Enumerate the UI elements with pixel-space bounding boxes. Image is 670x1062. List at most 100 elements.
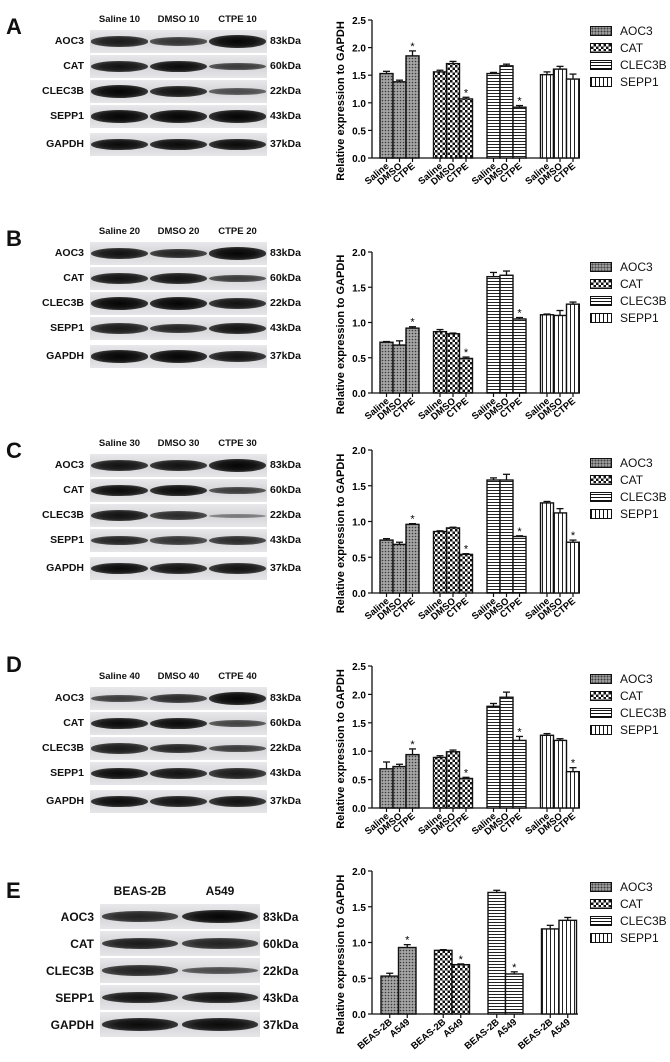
protein-band <box>182 909 258 924</box>
protein-band <box>91 61 148 72</box>
protein-band <box>150 110 207 123</box>
legend-label: AOC3 <box>620 23 653 38</box>
molecular-weight-label: 37kDa <box>263 1017 299 1032</box>
significance-star: * <box>571 758 576 770</box>
bar-chart: Relative expression to GAPDH 0.0 0.5 1.0 1.5… <box>335 16 581 188</box>
protein-band <box>150 743 207 754</box>
bar-clec3b-ctpe <box>512 106 527 159</box>
protein-band <box>150 484 207 497</box>
panel-letter: C <box>6 438 22 463</box>
legend-item-clec3b: CLEC3B <box>590 56 667 73</box>
protein-band <box>150 138 207 151</box>
significance-star: * <box>517 308 522 320</box>
protein-band <box>209 459 266 472</box>
bar-cat-ctpe <box>458 98 474 159</box>
protein-label-cat: CAT <box>63 59 84 72</box>
legend-label: AOC3 <box>620 455 653 470</box>
protein-label-gapdh: GAPDH <box>46 137 84 150</box>
chart-legend: AOC3 CAT CLEC3B SEPP1 <box>590 454 667 522</box>
protein-band <box>150 536 207 545</box>
protein-label-clec3b: CLEC3B <box>45 963 94 978</box>
legend-label: CLEC3B <box>620 489 667 504</box>
panel-letter: A <box>6 14 22 39</box>
protein-label-aoc3: AOC3 <box>54 34 84 47</box>
legend-swatch-icon <box>590 724 612 735</box>
protein-label-sepp1: SEPP1 <box>50 766 84 779</box>
protein-band <box>150 297 207 310</box>
protein-band <box>150 717 207 730</box>
molecular-weight-label: 22kDa <box>270 296 301 309</box>
bar-cat-a549 <box>451 963 471 1015</box>
y-tick-label: 1.5 <box>352 903 366 914</box>
molecular-weight-label: 37kDa <box>270 137 301 150</box>
bar-sepp1-dmso <box>552 68 568 159</box>
legend-swatch-icon <box>590 491 612 502</box>
significance-star: * <box>517 526 522 538</box>
molecular-weight-label: 83kDa <box>270 34 301 47</box>
bar-chart-a: Relative expression to GAPDH 0.0 0.5 1.0 1.5… <box>330 0 581 213</box>
molecular-weight-label: 60kDa <box>270 716 301 729</box>
protein-band <box>150 350 207 363</box>
bar-chart: Relative expression to GAPDH 0.0 0.5 1.0 1.5… <box>335 446 581 623</box>
lane-header: A549 <box>205 884 235 898</box>
legend-swatch-icon <box>590 457 612 468</box>
x-tick-label: A549 <box>388 1017 412 1040</box>
significance-star: * <box>571 530 576 542</box>
protein-band <box>91 510 148 521</box>
y-tick-label: 1.0 <box>352 319 366 330</box>
protein-band <box>209 486 266 495</box>
lane-header: DMSO 10 <box>157 14 200 25</box>
legend-swatch-icon <box>590 881 612 892</box>
bar-clec3b-ctpe <box>512 535 527 594</box>
y-tick-label: 2.0 <box>352 44 366 55</box>
molecular-weight-label: 60kDa <box>263 936 299 951</box>
chart-legend: AOC3 CAT CLEC3B SEPP1 <box>590 670 667 738</box>
lane-header: Saline 20 <box>98 226 141 237</box>
legend-label: CAT <box>620 40 644 55</box>
bar-aoc3-dmso <box>392 344 407 394</box>
bar-aoc3-beas-2b <box>380 975 400 1015</box>
legend-swatch-icon <box>590 261 612 272</box>
protein-band <box>209 323 266 334</box>
y-axis-label: Relative expression to GAPDH <box>335 875 347 1035</box>
protein-band <box>102 938 178 949</box>
x-tick-label: A549 <box>441 1017 465 1040</box>
protein-label-gapdh: GAPDH <box>46 349 84 362</box>
protein-band <box>209 247 266 260</box>
y-tick-label: 0.5 <box>352 974 366 985</box>
legend-item-cat: CAT <box>590 895 667 912</box>
legend-item-aoc3: AOC3 <box>590 22 667 39</box>
chart-legend: AOC3 CAT CLEC3B SEPP1 <box>590 258 667 326</box>
legend-item-sepp1: SEPP1 <box>590 73 667 90</box>
protein-label-sepp1: SEPP1 <box>50 321 84 334</box>
protein-band <box>150 86 207 97</box>
protein-label-cat: CAT <box>70 936 94 951</box>
molecular-weight-label: 83kDa <box>263 909 299 924</box>
chart-legend: AOC3 CAT CLEC3B SEPP1 <box>590 22 667 90</box>
legend-item-clec3b: CLEC3B <box>590 704 667 721</box>
bar-chart-e: Relative expression to GAPDH 0.0 0.5 1.0 1.5… <box>330 838 580 1062</box>
protein-band <box>91 248 148 259</box>
legend-swatch-icon <box>590 690 612 701</box>
protein-band <box>91 460 148 471</box>
y-tick-label: 0.5 <box>352 354 366 365</box>
protein-label-clec3b: CLEC3B <box>41 296 84 309</box>
legend-swatch-icon <box>590 278 612 289</box>
y-axis-label: Relative expression to GAPDH <box>335 255 347 415</box>
bar-sepp1-saline <box>539 734 555 809</box>
legend-item-clec3b: CLEC3B <box>590 292 667 309</box>
panel-letter: B <box>6 226 22 251</box>
molecular-weight-label: 43kDa <box>270 533 301 546</box>
protein-band <box>102 1018 178 1031</box>
legend-swatch-icon <box>590 59 612 70</box>
x-tick-label: A549 <box>548 1017 572 1040</box>
protein-band <box>150 248 207 259</box>
y-tick-label: 0.0 <box>352 589 366 600</box>
bar-clec3b-dmso <box>499 274 514 394</box>
y-tick-label: 1.0 <box>352 747 366 758</box>
protein-band <box>150 460 207 471</box>
protein-label-cat: CAT <box>63 483 84 496</box>
protein-band <box>209 351 266 362</box>
legend-item-cat: CAT <box>590 39 667 56</box>
protein-band <box>91 297 148 310</box>
